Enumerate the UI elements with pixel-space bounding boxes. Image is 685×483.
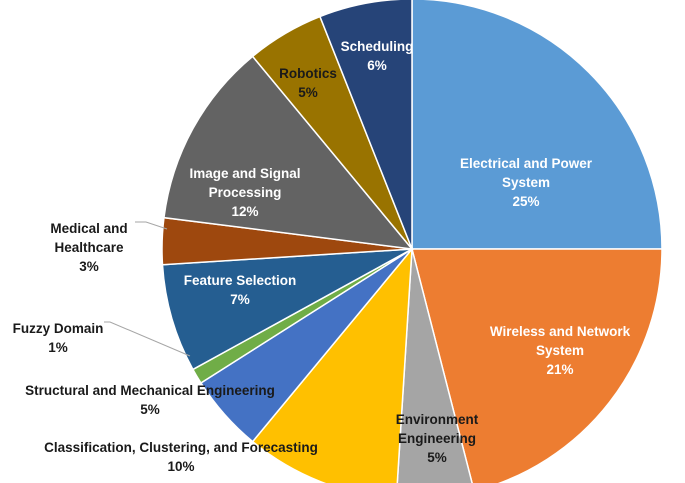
pie-slices xyxy=(161,0,663,483)
slice-percent: 7% xyxy=(230,292,250,307)
pie-slice-classification-clustering-and-forecasting xyxy=(251,246,413,483)
slice-label: Fuzzy Domain 1% xyxy=(13,321,104,355)
slice-label: Robotics 5% xyxy=(279,66,337,100)
pie-slice-scheduling xyxy=(318,0,413,250)
slice-percent: 5% xyxy=(427,450,447,465)
slice-percent: 21% xyxy=(546,362,573,377)
slice-name: Scheduling xyxy=(341,39,414,54)
slice-label: Image and Signal Processing 12% xyxy=(189,166,300,219)
slice-percent: 5% xyxy=(298,85,318,100)
slice-name: Image and Signal xyxy=(189,166,300,181)
slice-name: System xyxy=(536,343,584,358)
pie-slice-image-and-signal-processing xyxy=(163,55,414,250)
slice-label: Feature Selection 7% xyxy=(184,273,297,307)
slice-name: Electrical and Power xyxy=(460,156,593,171)
slice-label: Environment Engineering 5% xyxy=(396,412,479,465)
slice-name: Healthcare xyxy=(54,240,124,255)
pie-slice-electrical-and-power-system xyxy=(411,0,663,250)
slice-name: Structural and Mechanical Engineering xyxy=(25,383,275,398)
slice-percent: 3% xyxy=(79,259,99,274)
slice-name: Robotics xyxy=(279,66,337,81)
slice-name: Classification, Clustering, and Forecast… xyxy=(44,440,318,455)
leader-lines xyxy=(104,221,191,357)
slice-labels: Electrical and Power System 25% Wireless an… xyxy=(13,39,631,474)
slice-name: Engineering xyxy=(398,431,476,446)
slice-name: Wireless and Network xyxy=(490,324,631,339)
slice-label: Structural and Mechanical Engineering 5% xyxy=(25,383,275,417)
leader-line xyxy=(104,321,191,357)
slice-percent: 6% xyxy=(367,58,387,73)
pie-slice-wireless-and-network-system xyxy=(411,248,663,483)
slice-label: Scheduling 6% xyxy=(341,39,414,73)
slice-name: System xyxy=(502,175,550,190)
leader-line xyxy=(135,221,168,230)
pie-slice-environment-engineering xyxy=(396,248,473,483)
slice-name: Processing xyxy=(209,185,282,200)
slice-percent: 12% xyxy=(231,204,258,219)
slice-name: Feature Selection xyxy=(184,273,297,288)
slice-label: Medical and Healthcare 3% xyxy=(50,221,127,274)
slice-name: Environment xyxy=(396,412,479,427)
slice-label: Electrical and Power System 25% xyxy=(460,156,593,209)
slice-label: Wireless and Network System 21% xyxy=(490,324,631,377)
slice-percent: 25% xyxy=(512,194,539,209)
slice-percent: 5% xyxy=(140,402,160,417)
slice-percent: 1% xyxy=(48,340,68,355)
slice-percent: 10% xyxy=(167,459,194,474)
slice-name: Medical and xyxy=(50,221,127,236)
slice-label: Classification, Clustering, and Forecast… xyxy=(44,440,318,474)
pie-slice-feature-selection xyxy=(161,248,413,371)
slice-name: Fuzzy Domain xyxy=(13,321,104,336)
